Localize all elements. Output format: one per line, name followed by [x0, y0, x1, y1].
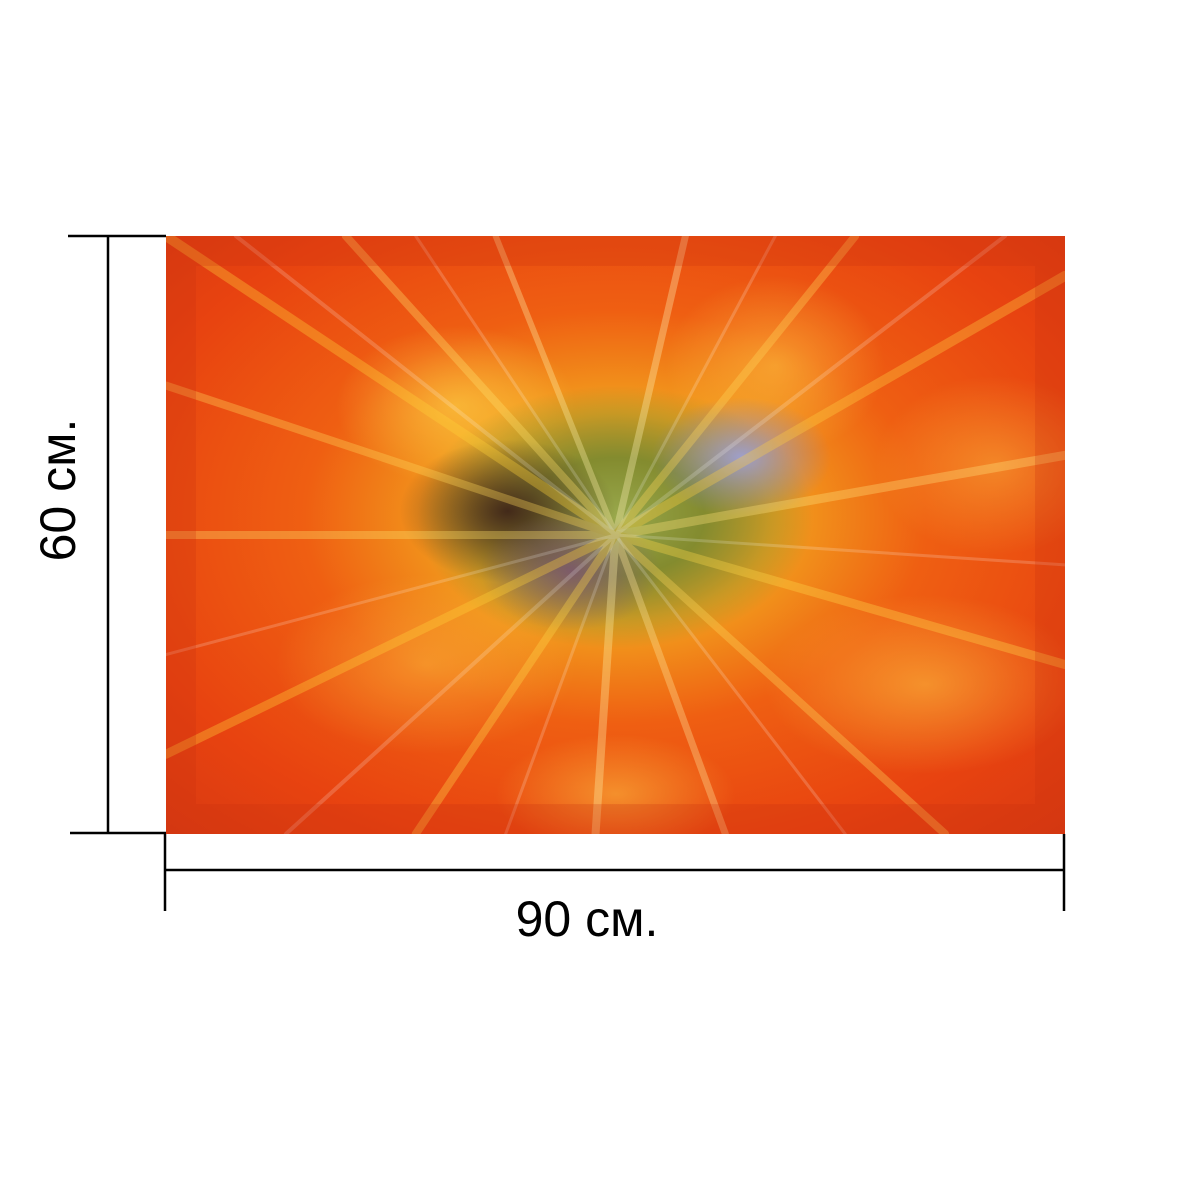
width-label: 90 см. — [515, 891, 659, 947]
artwork-image — [166, 236, 1065, 834]
height-label: 60 см. — [30, 418, 86, 562]
abstract-orange-burst-image — [166, 236, 1065, 834]
